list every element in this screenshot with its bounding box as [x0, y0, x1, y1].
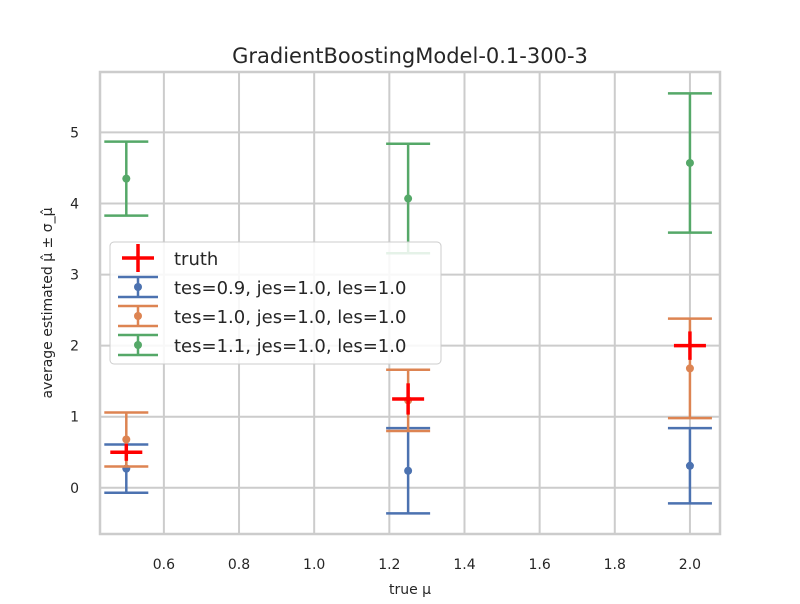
y-axis-label: average estimated μ̂ ± σ_μ̂ — [40, 207, 56, 398]
data-point — [122, 435, 131, 444]
chart-title: GradientBoostingModel-0.1-300-3 — [232, 44, 588, 68]
data-point — [122, 174, 131, 183]
data-point — [685, 461, 694, 470]
x-tick-label: 0.8 — [228, 557, 250, 573]
legend-handle-point — [134, 312, 142, 320]
data-marks — [104, 92, 712, 515]
y-tick-label: 3 — [70, 268, 79, 284]
x-tick-label: 1.8 — [604, 557, 626, 573]
x-tick-label: 1.6 — [529, 557, 551, 573]
legend-handles — [118, 244, 158, 357]
x-tick-label: 1.2 — [378, 557, 400, 573]
legend-label-truth: truth — [174, 249, 218, 270]
legend: truth tes=0.9, jes=1.0, les=1.0 tes=1.0,… — [109, 241, 442, 365]
data-point — [404, 194, 413, 203]
legend-label-series-0: tes=0.9, jes=1.0, les=1.0 — [174, 278, 406, 299]
y-tick-labels: 0 1 2 3 4 5 — [70, 125, 79, 496]
truth-series — [110, 331, 706, 461]
legend-box — [109, 241, 442, 365]
legend-label-series-2: tes=1.1, jes=1.0, les=1.0 — [174, 336, 406, 357]
y-tick-label: 0 — [70, 481, 79, 497]
legend-handle-point — [134, 341, 142, 349]
data-point — [685, 158, 694, 167]
x-tick-label: 1.4 — [453, 557, 475, 573]
y-tick-label: 1 — [70, 410, 79, 426]
y-tick-label: 2 — [70, 339, 79, 355]
data-point — [404, 466, 413, 475]
series-0 — [104, 426, 712, 515]
x-tick-label: 2.0 — [679, 557, 701, 573]
legend-label-series-1: tes=1.0, jes=1.0, les=1.0 — [174, 307, 406, 328]
series-2 — [104, 92, 712, 255]
x-axis-label: true μ — [389, 582, 431, 598]
x-tick-labels: 0.6 0.8 1.0 1.2 1.4 1.6 1.8 2.0 — [153, 557, 701, 573]
plot-frame — [98, 70, 722, 536]
x-tick-label: 1.0 — [303, 557, 325, 573]
data-point — [685, 364, 694, 373]
x-tick-label: 0.6 — [153, 557, 175, 573]
y-tick-label: 4 — [70, 196, 79, 212]
legend-handle-point — [134, 283, 142, 291]
y-tick-label: 5 — [70, 125, 79, 141]
